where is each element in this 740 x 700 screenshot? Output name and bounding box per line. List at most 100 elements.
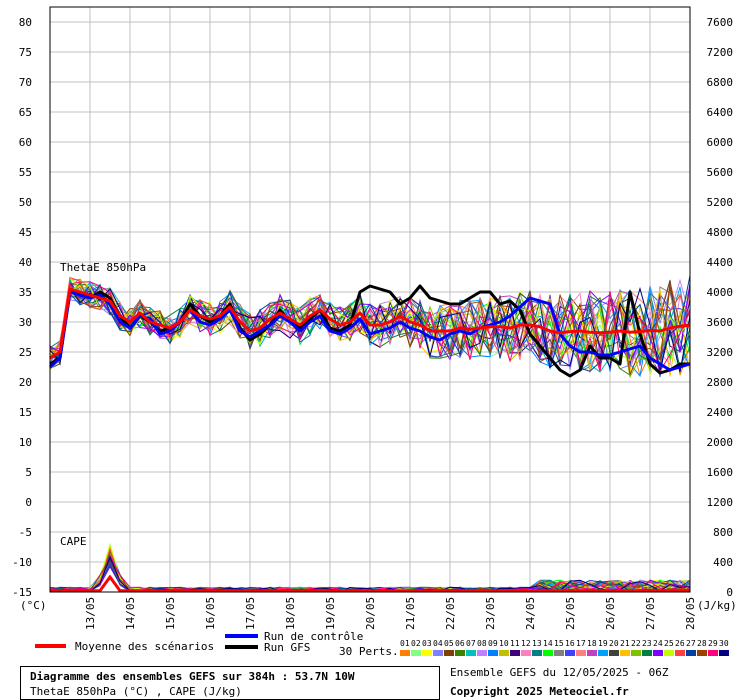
y-tick-left: -5 [19,526,32,539]
series-line [48,290,691,372]
y-tick-left: 0 [25,496,32,509]
x-tick-label: 18/05 [284,597,297,630]
legend-control-label: Run de contrôle [264,630,363,643]
member-line-30 [49,286,691,373]
member-swatch [466,650,476,656]
member-swatch [675,650,685,656]
member-swatch [510,650,520,656]
y-axis-right: 7600720068006400600056005200480044004000… [707,16,734,599]
member-line-20 [49,280,691,369]
members-label: 30 Perts. [339,645,399,658]
series-line [49,287,691,360]
member-number: 06 [455,639,465,648]
member-number: 27 [686,639,696,648]
x-tick-label: 22/05 [444,597,457,630]
cape-panel-label: CAPE [60,535,87,548]
copyright: Copyright 2025 Meteociel.fr [450,685,629,698]
member-number: 24 [653,639,663,648]
member-swatch [686,650,696,656]
y-tick-right: 4800 [707,226,734,239]
x-tick-label: 16/05 [204,597,217,630]
y-tick-left: 10 [19,436,32,449]
x-tick-label: 13/05 [84,597,97,630]
x-tick-label: 19/05 [324,597,337,630]
plot-frame [49,6,691,593]
member-swatch [422,650,432,656]
y-tick-right: 2400 [707,406,734,419]
member-number: 11 [510,639,520,648]
y-tick-left: 20 [19,376,32,389]
y-tick-left: 35 [19,286,32,299]
y-right-unit: (J/kg) [697,599,737,612]
y-tick-left: -10 [12,556,32,569]
member-swatch [400,650,410,656]
member-swatch [543,650,553,656]
legend-gfs-label: Run GFS [264,641,310,654]
member-swatch [444,650,454,656]
y-tick-right: 7200 [707,46,734,59]
member-number: 23 [642,639,652,648]
y-tick-left: 50 [19,196,32,209]
x-tick-label: 25/05 [564,597,577,630]
member-number: 15 [554,639,564,648]
x-tick-label: 24/05 [524,597,537,630]
y-tick-right: 1600 [707,466,734,479]
main-series [48,284,691,593]
member-swatch [455,650,465,656]
member-number: 13 [532,639,542,648]
member-swatch [620,650,630,656]
member-swatch [642,650,652,656]
member-swatch [532,650,542,656]
y-tick-right: 6800 [707,76,734,89]
member-number: 20 [609,639,619,648]
y-tick-right: 2800 [707,376,734,389]
y-tick-right: 400 [713,556,733,569]
x-tick-label: 17/05 [244,597,257,630]
member-number: 03 [422,639,432,648]
y-tick-right: 4400 [707,256,734,269]
x-tick-label: 15/05 [164,597,177,630]
member-swatch [664,650,674,656]
grid [49,7,691,593]
member-number: 09 [488,639,498,648]
y-tick-left: 40 [19,256,32,269]
thetae-panel-label: ThetaE 850hPa [60,261,146,274]
y-tick-left: 45 [19,226,32,239]
member-swatch [565,650,575,656]
y-tick-right: 7600 [707,16,734,29]
y-tick-right: 3200 [707,346,734,359]
member-swatch [554,650,564,656]
info-box: Diagramme des ensembles GEFS sur 384h : … [20,666,440,700]
member-swatch [653,650,663,656]
member-swatch [411,650,421,656]
y-tick-right: 4000 [707,286,734,299]
member-number: 26 [675,639,685,648]
member-number: 21 [620,639,630,648]
y-tick-left: -15 [12,586,32,599]
member-swatch [697,650,707,656]
x-tick-label: 27/05 [644,597,657,630]
x-tick-label: 26/05 [604,597,617,630]
y-tick-right: 1200 [707,496,734,509]
y-tick-right: 3600 [707,316,734,329]
member-swatch [609,650,619,656]
y-tick-left: 70 [19,76,32,89]
member-line-11 [49,281,691,367]
y-tick-right: 2000 [707,436,734,449]
member-number: 02 [411,639,421,648]
y-tick-right: 5200 [707,196,734,209]
member-number: 04 [433,639,443,648]
y-tick-left: 80 [19,16,32,29]
member-swatch [719,650,729,656]
member-swatch [631,650,641,656]
y-tick-right: 5600 [707,166,734,179]
member-number: 30 [719,639,729,648]
member-number: 18 [587,639,597,648]
member-number: 14 [543,639,553,648]
member-swatch [488,650,498,656]
member-swatch [477,650,487,656]
member-swatch [708,650,718,656]
cape-mean-line [50,574,690,593]
